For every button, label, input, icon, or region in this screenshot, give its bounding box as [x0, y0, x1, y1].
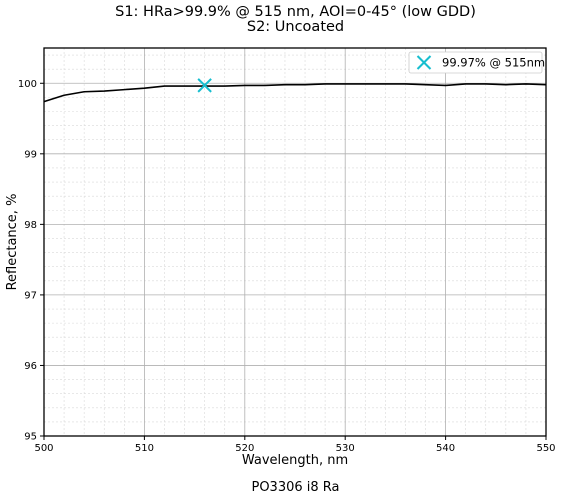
x-tick-label: 500	[34, 443, 53, 454]
chart-footer: PO3306 i8 Ra	[251, 480, 340, 495]
y-tick-label: 100	[18, 79, 37, 90]
y-tick-label: 97	[24, 290, 37, 301]
chart-subtitle: S2: Uncoated	[246, 19, 345, 35]
reflectance-curve	[43, 83, 547, 103]
y-axis-label: Reflectance, %	[5, 194, 20, 291]
x-tick-label: 530	[336, 443, 355, 454]
y-tick-label: 98	[24, 220, 37, 231]
legend-marker-icon	[416, 55, 432, 70]
ticks-layer: 500 510 520 530 540 550 95 96 97 98 99 100	[18, 79, 556, 454]
marker-x-icon	[197, 78, 212, 93]
chart-title: S1: HRa>99.9% @ 515 nm, AOI=0-45° (low G…	[115, 4, 476, 20]
legend: 99.97% @ 515nm	[408, 51, 545, 74]
x-tick-label: 520	[235, 443, 254, 454]
legend-entry: 99.97% @ 515nm	[442, 56, 545, 70]
y-tick-label: 96	[24, 361, 37, 372]
x-axis-label: Wavelength, nm	[242, 453, 348, 468]
x-tick-label: 510	[135, 443, 154, 454]
x-tick-label: 550	[536, 443, 555, 454]
series-layer	[43, 83, 547, 103]
y-tick-label: 95	[24, 432, 37, 443]
marker-stroke	[416, 55, 432, 70]
y-tick-label: 99	[24, 149, 37, 160]
x-tick-label: 540	[436, 443, 455, 454]
marker-stroke	[197, 78, 212, 93]
major-grid	[43, 48, 547, 437]
legend-box	[408, 51, 543, 74]
legend-x-icon	[416, 55, 432, 70]
plot-frame	[43, 47, 547, 437]
minor-grid	[44, 48, 546, 436]
marker-layer	[197, 78, 212, 93]
